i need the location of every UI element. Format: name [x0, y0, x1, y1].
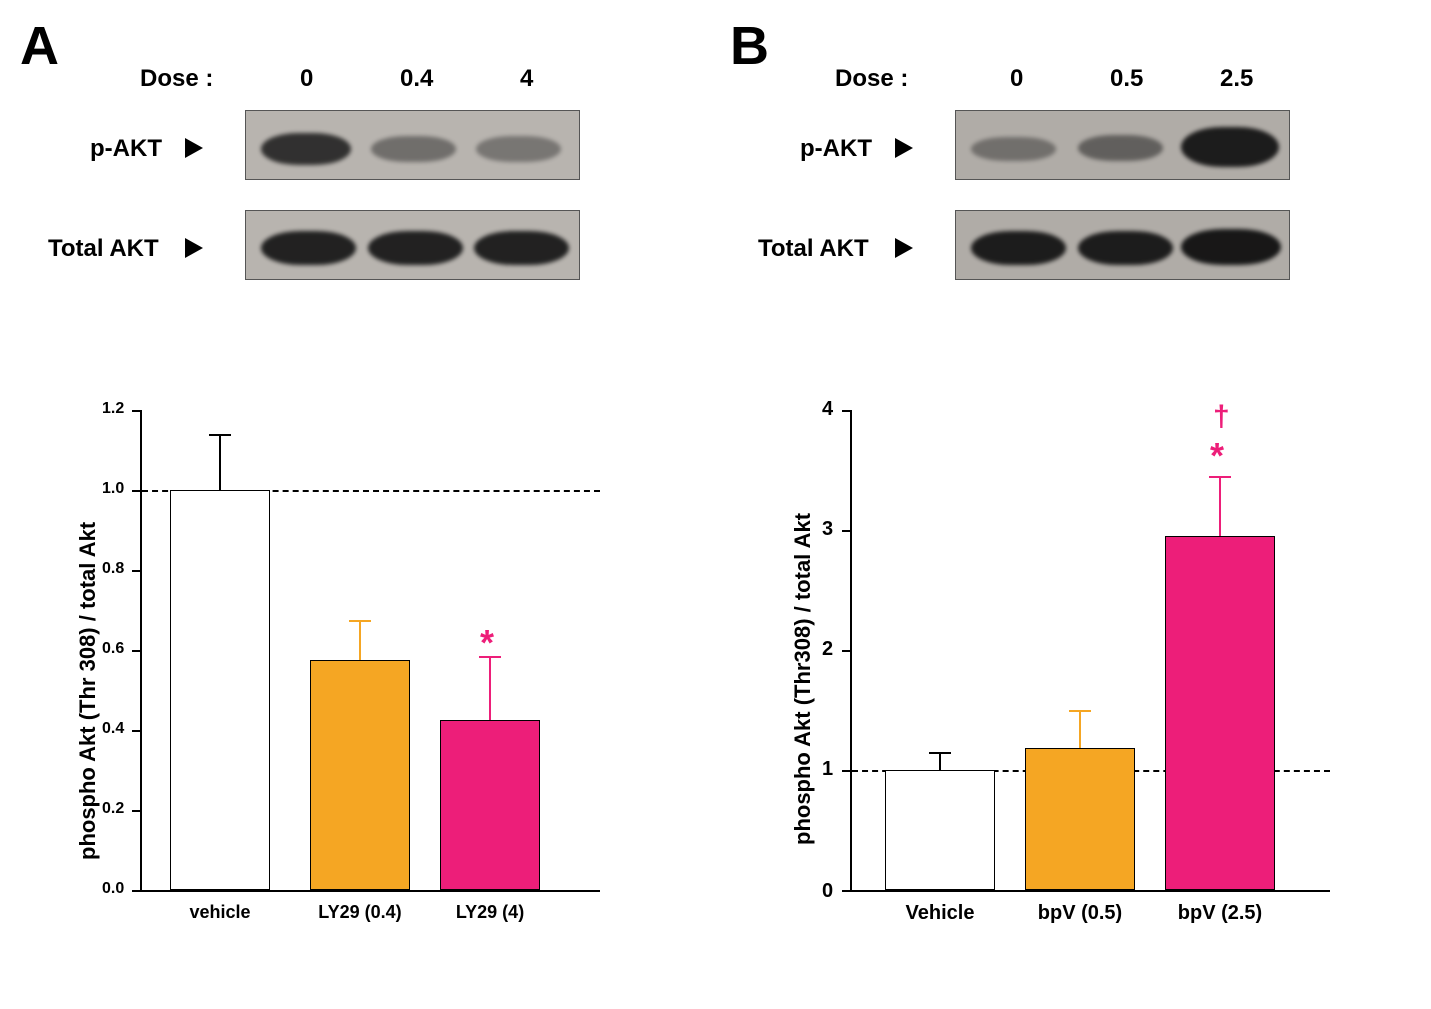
blot-band — [971, 231, 1066, 265]
errbar — [219, 434, 221, 490]
ytick-label: 0.4 — [102, 720, 124, 738]
errcap — [209, 434, 231, 436]
bar-bpv-25 — [1165, 536, 1275, 890]
panel-b-dose-2: 2.5 — [1220, 65, 1253, 93]
y-axis — [140, 410, 142, 892]
panel-b: B Dose : 0 0.5 2.5 p-AKT Total AKT 0 1 2… — [720, 10, 1425, 1000]
xtick-label: Vehicle — [880, 902, 1000, 925]
panel-a-totalakt-arrow-icon — [185, 238, 203, 258]
ytick — [132, 730, 140, 732]
panel-b-dose-label: Dose : — [835, 65, 908, 93]
xtick-label: bpV (2.5) — [1160, 902, 1280, 925]
panel-a-pakt-label: p-AKT — [90, 135, 162, 163]
blot-band — [1078, 231, 1173, 265]
blot-band — [474, 231, 569, 265]
ytick — [842, 530, 850, 532]
ytick — [842, 410, 850, 412]
ytick-label: 1.0 — [102, 480, 124, 498]
blot-band — [261, 133, 351, 165]
ytick — [842, 890, 850, 892]
panel-a-chart: 0.0 0.2 0.4 0.6 0.8 1.0 1.2 * vehicle LY… — [60, 390, 620, 950]
panel-b-totalakt-label: Total AKT — [758, 235, 869, 263]
bar-ly29-4 — [440, 720, 540, 890]
panel-b-totalakt-blot — [955, 210, 1290, 280]
panel-a: A Dose : 0 0.4 4 p-AKT Total AKT 0.0 0.2… — [10, 10, 710, 1000]
errbar — [489, 656, 491, 720]
ytick — [132, 890, 140, 892]
sig-asterisk: * — [1210, 435, 1224, 477]
ytick-label: 0.6 — [102, 640, 124, 658]
blot-band — [371, 136, 456, 162]
errbar — [939, 752, 941, 770]
ytick — [132, 570, 140, 572]
ytick — [842, 650, 850, 652]
y-axis — [850, 410, 852, 892]
panel-a-pakt-blot — [245, 110, 580, 180]
xtick-label: LY29 (4) — [435, 902, 545, 923]
xtick-label: bpV (0.5) — [1020, 902, 1140, 925]
panel-a-letter: A — [20, 15, 59, 77]
blot-band — [971, 137, 1056, 161]
ytick-label: 0.8 — [102, 560, 124, 578]
panel-b-pakt-blot — [955, 110, 1290, 180]
errbar — [359, 620, 361, 660]
errbar — [1079, 710, 1081, 748]
bar-vehicle — [885, 770, 995, 890]
panel-b-ylabel: phospho Akt (Thr308) / total Akt — [790, 513, 816, 845]
panel-b-pakt-label: p-AKT — [800, 135, 872, 163]
panel-b-letter: B — [730, 15, 769, 77]
errcap — [929, 752, 951, 754]
panel-b-pakt-arrow-icon — [895, 138, 913, 158]
ytick-label: 3 — [822, 518, 833, 541]
xtick-label: vehicle — [170, 902, 270, 923]
panel-a-dose-label: Dose : — [140, 65, 213, 93]
blot-band — [1181, 127, 1279, 167]
ytick-label: 1 — [822, 758, 833, 781]
panel-b-dose-1: 0.5 — [1110, 65, 1143, 93]
ytick — [132, 490, 140, 492]
blot-band — [1078, 135, 1163, 161]
errcap — [349, 620, 371, 622]
blot-band — [368, 231, 463, 265]
ytick-label: 2 — [822, 638, 833, 661]
blot-band — [261, 231, 356, 265]
panel-a-pakt-arrow-icon — [185, 138, 203, 158]
sig-dagger: † — [1213, 400, 1230, 434]
errbar — [1219, 476, 1221, 536]
ytick — [132, 810, 140, 812]
panel-b-totalakt-arrow-icon — [895, 238, 913, 258]
bar-ly29-04 — [310, 660, 410, 890]
panel-a-dose-1: 0.4 — [400, 65, 433, 93]
ytick-label: 4 — [822, 398, 833, 421]
ytick-label: 1.2 — [102, 400, 124, 418]
panel-b-dose-0: 0 — [1010, 65, 1023, 93]
x-axis — [140, 890, 600, 892]
ytick — [132, 410, 140, 412]
blot-band — [1181, 229, 1281, 265]
xtick-label: LY29 (0.4) — [300, 902, 420, 923]
errcap — [1069, 710, 1091, 712]
panel-a-ylabel: phospho Akt (Thr 308) / total Akt — [75, 522, 101, 860]
panel-b-chart: 0 1 2 3 4 * † Vehicle bpV (0.5) bpV (2.5… — [770, 390, 1370, 950]
ytick-label: 0.2 — [102, 800, 124, 818]
ytick — [842, 770, 850, 772]
bar-bpv-05 — [1025, 748, 1135, 890]
panel-a-totalakt-label: Total AKT — [48, 235, 159, 263]
ytick — [132, 650, 140, 652]
sig-asterisk: * — [480, 622, 494, 664]
blot-band — [476, 136, 561, 162]
bar-vehicle — [170, 490, 270, 890]
panel-a-totalakt-blot — [245, 210, 580, 280]
ytick-label: 0 — [822, 880, 833, 903]
panel-a-dose-0: 0 — [300, 65, 313, 93]
panel-a-dose-2: 4 — [520, 65, 533, 93]
x-axis — [850, 890, 1330, 892]
ytick-label: 0.0 — [102, 880, 124, 898]
